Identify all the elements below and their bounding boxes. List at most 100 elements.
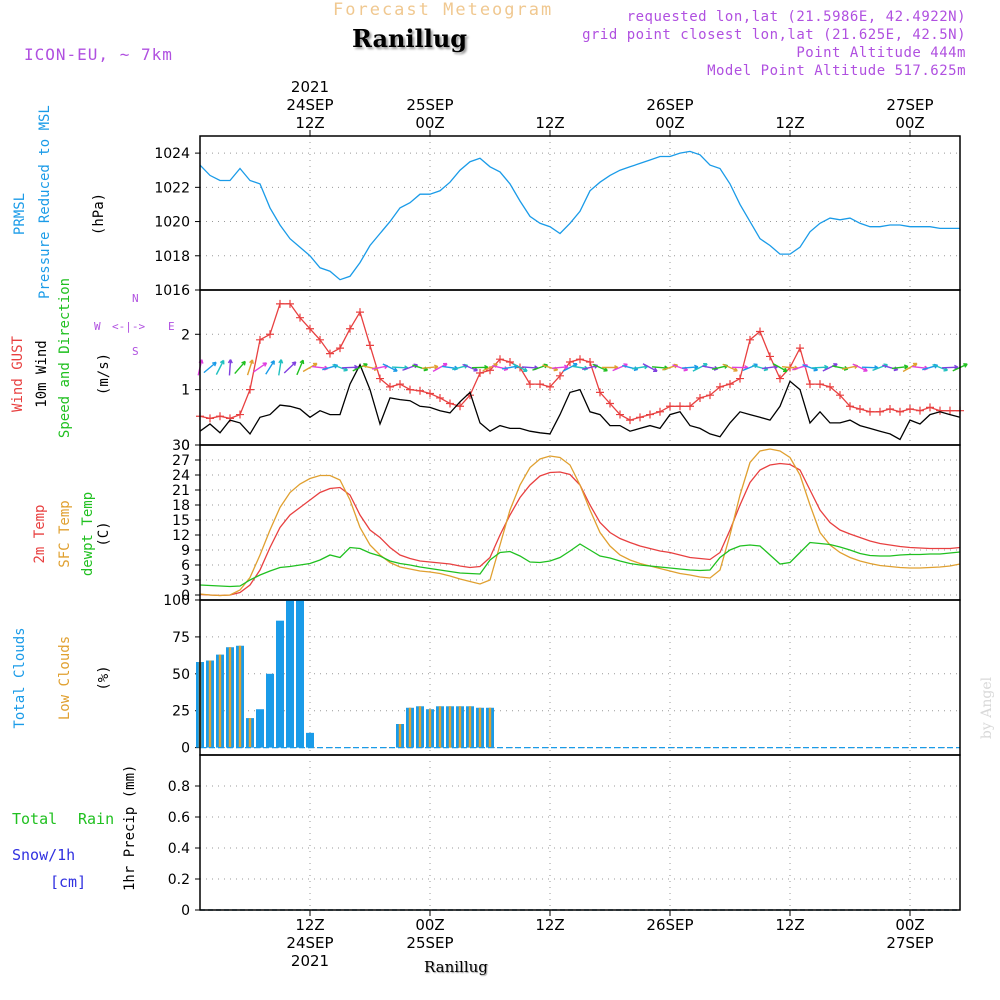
panel-0: 1016 1018 1020 1022 1024: [154, 135, 961, 299]
gust-marker: [896, 407, 904, 416]
gust-marker: [506, 357, 514, 366]
gust-marker: [526, 380, 534, 389]
low-cloud-bar: [438, 706, 442, 748]
gust-marker: [696, 393, 704, 402]
y-tick-label: 50: [172, 667, 190, 683]
gust-marker: [856, 405, 864, 414]
model-altitude: Model Point Altitude 517.625m: [707, 63, 966, 79]
total-cloud-bar: [256, 709, 264, 748]
gust-marker: [586, 357, 594, 366]
gust-marker: [456, 402, 464, 411]
bottom-time-label: 12Z: [295, 916, 324, 934]
wind-direction-arrow: [382, 363, 398, 372]
y-tick-label: 27: [172, 453, 190, 469]
bottom-time-label: 27SEP: [886, 934, 933, 952]
gust-marker: [716, 382, 724, 391]
total-cloud-bar: [276, 620, 284, 748]
low-cloud-bar: [488, 707, 492, 748]
total-cloud-bar: [306, 732, 314, 748]
label-total: Total: [12, 810, 58, 828]
low-cloud-bar: [228, 647, 232, 748]
y-tick-label: 0.4: [168, 841, 190, 857]
y-tick-label: 75: [172, 630, 190, 646]
gust-marker: [326, 349, 334, 358]
gust-marker: [816, 380, 824, 389]
y-tick-label: 1016: [154, 283, 190, 299]
gust-marker: [776, 374, 784, 383]
top-time-label: 25SEP: [406, 96, 453, 114]
wind-direction-arrow: [852, 363, 868, 372]
panel-frame: [199, 135, 961, 291]
gust-marker: [376, 374, 384, 383]
bottom-time-label: 25SEP: [406, 934, 453, 952]
gust-marker: [796, 344, 804, 353]
gust-marker: [906, 405, 914, 414]
gust-marker: [666, 402, 674, 411]
y-tick-label: 0: [181, 438, 190, 454]
low-cloud-bar: [448, 706, 452, 748]
label-cm: [cm]: [50, 873, 87, 891]
requested-coords: requested lon,lat (21.5986E, 42.4922N): [626, 9, 966, 25]
station-title: Ranillug: [352, 24, 468, 53]
y-tick-label: 9: [181, 543, 190, 559]
wind-direction-arrow: [278, 359, 284, 376]
top-time-label: 00Z: [415, 114, 444, 132]
low-cloud-bar: [238, 645, 242, 748]
dewpt-temp-line: [199, 541, 961, 588]
panel-frame: [199, 754, 961, 911]
2m-temp-line: [199, 462, 961, 597]
y-tick-label: 0: [181, 903, 190, 919]
wind-direction-arrow: [772, 363, 788, 373]
y-tick-label: 21: [172, 483, 190, 499]
panel-3: 0 25 50 75 100: [163, 593, 961, 757]
low-cloud-bar: [418, 706, 422, 748]
top-time-label: 24SEP: [286, 96, 333, 114]
gust-marker: [426, 389, 434, 398]
total-cloud-bar: [296, 600, 304, 748]
top-time-label: 12Z: [295, 114, 324, 132]
gust-marker: [826, 382, 834, 391]
low-cloud-bar: [458, 706, 462, 748]
gust-marker: [346, 324, 354, 333]
wind-direction-arrow: [681, 364, 699, 370]
gust-marker: [366, 341, 374, 350]
gust-marker: [706, 391, 714, 400]
y-tick-label: 1024: [154, 146, 190, 162]
y-tick-label: 0.2: [168, 872, 190, 888]
bottom-time-label: 00Z: [415, 916, 444, 934]
y-tick-label: 0: [181, 588, 190, 604]
bottom-time-label: 00Z: [895, 916, 924, 934]
y-tick-label: 18: [172, 498, 190, 514]
gust-marker: [646, 410, 654, 419]
wind-direction-arrow: [341, 364, 359, 370]
gust-marker: [676, 402, 684, 411]
y-tick-label: 0.8: [168, 779, 190, 795]
gust-marker: [946, 406, 954, 415]
gust-marker: [386, 382, 394, 391]
compass-w: W: [94, 320, 101, 333]
top-time-label: 00Z: [655, 114, 684, 132]
total-cloud-bar: [266, 673, 274, 748]
label-snow: Snow/1h: [12, 846, 76, 864]
gust-marker: [866, 407, 874, 416]
bottom-time-label: 24SEP: [286, 934, 333, 952]
gust-marker: [476, 369, 484, 378]
wind-direction-arrow: [283, 361, 297, 374]
y-tick-label: 1020: [154, 215, 190, 231]
gust-marker: [406, 385, 414, 394]
y-tick-label: 1022: [154, 180, 190, 196]
y-tick-label: 3: [181, 573, 190, 589]
gust-marker: [396, 380, 404, 389]
gust-marker: [726, 380, 734, 389]
gust-marker: [246, 385, 254, 394]
gust-marker: [836, 391, 844, 400]
panel-1: 0 1 2: [181, 289, 968, 454]
top-time-label: 00Z: [895, 114, 924, 132]
gust-marker: [686, 402, 694, 411]
gust-marker: [756, 327, 764, 336]
y-tick-label: 30: [172, 438, 190, 454]
wind-direction-arrow: [551, 364, 569, 370]
gust-marker: [306, 324, 314, 333]
gust-marker: [636, 413, 644, 422]
